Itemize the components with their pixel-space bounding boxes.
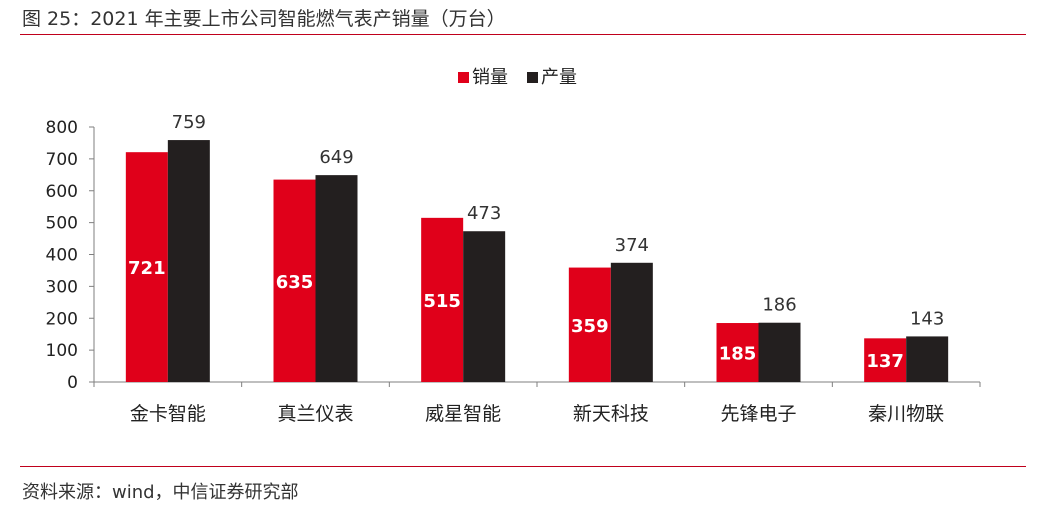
data-label-sales: 721: [128, 258, 166, 279]
bar-production: [610, 262, 653, 382]
x-axis: 金卡智能 真兰仪表 威星智能 新天科技 先锋电子 秦川物联: [93, 381, 981, 425]
bar-sales: [716, 323, 759, 382]
y-tick-label: 200: [46, 309, 78, 329]
x-tick-label: 秦川物联: [868, 403, 944, 425]
bars: 721 759 635 649 515 473 359 374 185 186 137 143: [125, 112, 949, 382]
legend: 销量 产量: [458, 67, 577, 88]
y-axis: 0 100 200 300 400 500 600 700 800: [46, 118, 95, 393]
bar-production: [315, 175, 358, 382]
source-rule: [20, 466, 1026, 467]
y-tick-label: 400: [46, 246, 78, 266]
bar-production: [463, 231, 506, 382]
bar-production: [906, 336, 949, 382]
bar-sales: [125, 152, 168, 382]
y-tick-label: 300: [46, 277, 78, 297]
bar-production: [167, 140, 210, 382]
legend-swatch-1: [527, 72, 538, 83]
source-note: 资料来源：wind，中信证券研究部: [22, 482, 299, 503]
figure-title: 图 25：2021 年主要上市公司智能燃气表产销量（万台）: [22, 8, 506, 30]
data-label-production: 473: [467, 203, 501, 224]
data-label-production: 374: [615, 235, 649, 256]
bar-production: [758, 322, 801, 382]
bar-sales: [864, 338, 907, 382]
data-label-production: 759: [172, 112, 206, 133]
data-label-sales: 635: [276, 272, 314, 293]
y-tick-label: 0: [67, 373, 78, 393]
data-label-production: 143: [910, 308, 944, 329]
x-tick-label: 新天科技: [573, 403, 649, 425]
data-label-sales: 359: [571, 316, 609, 337]
data-label-sales: 137: [866, 351, 904, 372]
legend-label-0: 销量: [472, 67, 508, 88]
bar-sales: [273, 179, 316, 382]
bar-chart: 销量 产量 0 100 200 300 400 500 600 700 800 金卡智能 真兰仪表 威…: [46, 67, 981, 425]
legend-label-1: 产量: [541, 67, 577, 88]
bar-sales: [568, 267, 611, 382]
data-label-production: 186: [762, 295, 796, 316]
y-tick-label: 800: [46, 118, 78, 138]
y-tick-label: 500: [46, 214, 78, 234]
x-tick-label: 真兰仪表: [277, 403, 353, 425]
y-tick-label: 600: [46, 182, 78, 202]
x-tick-label: 金卡智能: [130, 403, 206, 425]
y-tick-label: 100: [46, 341, 78, 361]
bar-sales: [421, 217, 464, 382]
data-label-production: 649: [319, 147, 353, 168]
y-tick-label: 700: [46, 150, 78, 170]
data-label-sales: 515: [423, 291, 461, 312]
legend-swatch-0: [458, 72, 469, 83]
title-rule: [20, 34, 1026, 35]
x-tick-label: 先锋电子: [720, 403, 796, 425]
data-label-sales: 185: [719, 344, 757, 365]
x-tick-label: 威星智能: [425, 403, 501, 425]
